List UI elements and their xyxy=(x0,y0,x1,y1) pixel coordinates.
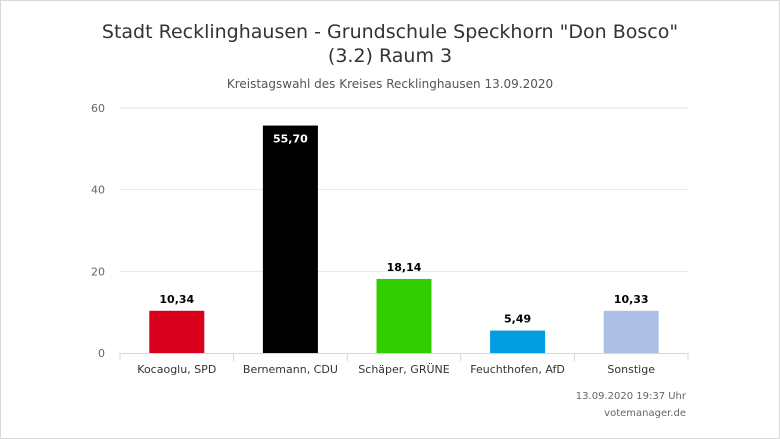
y-tick-label: 20 xyxy=(91,265,105,278)
gridlines xyxy=(120,107,688,272)
data-label: 55,70 xyxy=(273,133,308,146)
bar xyxy=(603,310,659,353)
chart-subtitle: Kreistagswahl des Kreises Recklinghausen… xyxy=(226,77,554,91)
data-label: 10,34 xyxy=(159,293,194,306)
x-axis: Kocaoglu, SPD Bernemann, CDU Schäper, GRÜN… xyxy=(119,353,689,376)
x-tick-label: Kocaoglu, SPD xyxy=(137,363,216,376)
timestamp: 13.09.2020 19:37 Uhr xyxy=(575,391,686,402)
y-tick-label: 40 xyxy=(91,184,105,197)
bars: 10,34 55,70 18,14 5,49 10,33 xyxy=(149,125,659,353)
data-label: 5,49 xyxy=(504,313,531,326)
title-line-1: Stadt Recklinghausen - Grundschule Speck… xyxy=(101,21,679,43)
x-tick-label: Bernemann, CDU xyxy=(243,363,338,376)
y-tick-label: 0 xyxy=(98,347,105,360)
x-tick-label: Sonstige xyxy=(607,363,655,376)
data-label: 10,33 xyxy=(614,293,649,306)
x-tick-label: Schäper, GRÜNE xyxy=(358,363,449,376)
y-axis: 0 20 40 60 xyxy=(91,102,105,360)
bar xyxy=(262,125,318,353)
y-tick-label: 60 xyxy=(91,102,105,115)
bar xyxy=(149,310,205,353)
source-link[interactable]: votemanager.de xyxy=(604,408,686,419)
bar xyxy=(490,330,546,353)
bar xyxy=(376,278,432,353)
title-line-2: (3.2) Raum 3 xyxy=(327,45,453,67)
chart-title: Stadt Recklinghausen - Grundschule Speck… xyxy=(0,20,780,68)
data-label: 18,14 xyxy=(387,261,422,274)
x-tick-label: Feuchthofen, AfD xyxy=(470,363,565,376)
